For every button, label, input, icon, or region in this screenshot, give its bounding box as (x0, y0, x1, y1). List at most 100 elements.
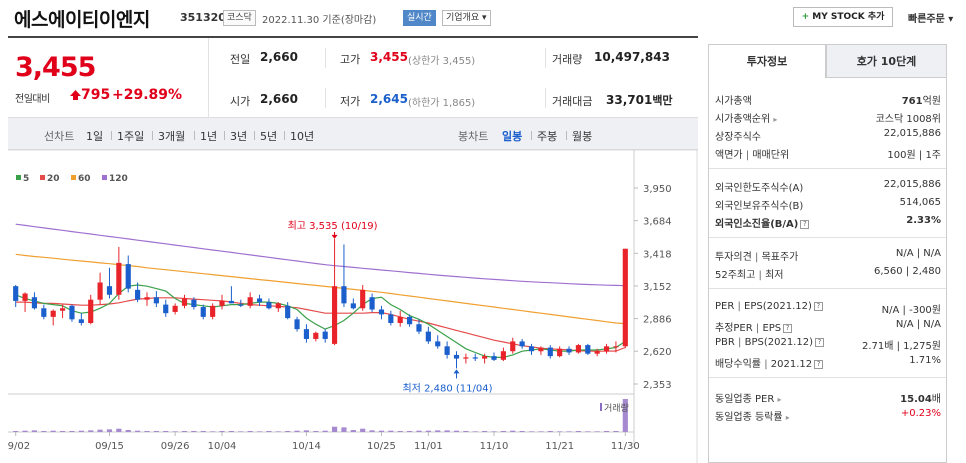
volume-label: 거래량 (604, 402, 629, 414)
period-1w[interactable]: 1주일 (117, 130, 145, 143)
candle-body (238, 304, 244, 306)
add-mystock-button[interactable]: + MY STOCK 추가 (793, 7, 893, 27)
divider (709, 288, 946, 289)
divider (545, 88, 546, 108)
company-overview-dropdown[interactable]: 기업개요 ▾ (442, 10, 491, 26)
volume-bar (594, 431, 600, 432)
investment-info-panel: 투자정보 호가 10단계 시가총액 761억원 시가총액순위 ▸ 코스닥 100… (708, 44, 947, 463)
face-unit-label: 액면가 | 매매단위 (715, 146, 789, 161)
market-cap-unit: 억원 (922, 96, 941, 107)
x-tick-label: 11/21 (545, 441, 574, 452)
shares-row: 상장주식수 22,015,886 (715, 126, 941, 143)
period-1y[interactable]: 1년 (200, 130, 218, 143)
foreign-limit-row: 외국인한도주식수(A) 22,015,886 (715, 177, 941, 194)
sep: | (758, 270, 762, 281)
y-tick-label: 3,684 (643, 217, 672, 228)
tab-order-book[interactable]: 호가 10단계 (826, 44, 947, 78)
candle-daily[interactable]: 일봉 (502, 130, 523, 143)
candle-body (247, 297, 253, 306)
volume-bar (519, 431, 525, 432)
help-icon[interactable]: ? (813, 301, 823, 311)
volume-bar (397, 431, 403, 432)
volume-bar (622, 399, 628, 432)
per-text: PER (715, 301, 735, 312)
help-icon[interactable]: ? (783, 323, 793, 333)
candle-body (425, 331, 431, 342)
period-3m[interactable]: 3개월 (158, 130, 186, 143)
sep: | (916, 248, 921, 259)
realtime-button[interactable]: 실시간 (403, 10, 436, 26)
foreign-limit-value: 22,015,886 (883, 179, 941, 190)
sep: | (755, 252, 759, 263)
low-arrow-icon (453, 369, 460, 374)
volume-bar (500, 431, 506, 432)
candle-body (144, 297, 150, 300)
shares-value: 22,015,886 (883, 128, 941, 139)
period-1d[interactable]: 1일 (86, 130, 104, 143)
volume-bar (510, 430, 516, 432)
foreign-hold-label: 외국인보유주식수(B) (715, 201, 804, 212)
pbr-number: 2.71배 (861, 341, 894, 352)
separator (224, 131, 225, 140)
tab-investment-info[interactable]: 투자정보 (708, 44, 826, 78)
prev-close-value: 2,660 (260, 50, 298, 64)
volume-bar (238, 431, 244, 432)
amount-label: 거래대금 (552, 95, 593, 108)
period-3y[interactable]: 3년 (230, 130, 248, 143)
candle-weekly[interactable]: 주봉 (537, 130, 558, 143)
market-badge: 코스닥 (223, 10, 256, 26)
candle-body (116, 262, 122, 295)
period-10y[interactable]: 10년 (290, 130, 315, 143)
sep: | (905, 266, 910, 277)
quick-order-button[interactable]: 빠른주문 ▾ (908, 14, 954, 25)
volume-bar (331, 426, 338, 432)
industry-per-number: 15.04 (900, 394, 932, 405)
y-tick-label: 3,418 (643, 249, 672, 260)
high-annotation: 최고 3,535 (10/19) (288, 220, 378, 232)
candle-monthly[interactable]: 월봉 (572, 130, 593, 143)
help-icon[interactable]: ? (814, 359, 824, 369)
candle-body (435, 341, 441, 347)
volume-bar (407, 431, 413, 432)
industry-per-unit: 배 (931, 394, 941, 405)
volume-bar (135, 430, 141, 432)
face-label: 액면가 (715, 150, 743, 161)
cap-rank-value: 코스닥 1008위 (875, 114, 941, 125)
bps-number: 1,275원 (903, 341, 941, 352)
shares-label: 상장주식수 (715, 132, 761, 143)
moving-average-ma120 (15, 223, 626, 287)
info-box: 시가총액 761억원 시가총액순위 ▸ 코스닥 1008위 상장주식수 22,0… (708, 78, 947, 463)
volume-bar (491, 431, 497, 432)
sep: | (764, 359, 768, 370)
plus-icon: + (801, 12, 810, 22)
candle-body (416, 324, 422, 332)
pbr-value: 2.71배 | 1,275원 (862, 337, 941, 352)
volume-bar (388, 430, 394, 432)
x-tick-label: 10/04 (208, 441, 237, 452)
divider (545, 48, 546, 68)
period-5y[interactable]: 5년 (260, 130, 278, 143)
candle-body (294, 319, 300, 330)
volume-bar (472, 431, 478, 432)
volume-bar (482, 431, 488, 432)
candle-body (172, 305, 178, 312)
chart-svg: 3,950 3,684 3,418 3,152 2,886 2,620 2,353 5 20 60… (8, 150, 698, 463)
candle-body (603, 346, 610, 352)
upper-limit: (상한가 3,455) (408, 56, 476, 67)
sep: | (896, 341, 900, 352)
divider (325, 48, 326, 68)
candle-body (135, 289, 141, 300)
week52-label: 52주최고 | 최저 (715, 266, 783, 281)
candle-body (566, 348, 572, 353)
stock-chart[interactable]: 3,950 3,684 3,418 3,152 2,886 2,620 2,353 5 20 60… (8, 150, 698, 463)
dividend-text: 배당수익률 (715, 359, 761, 370)
sep: | (737, 301, 741, 312)
volume-bar (350, 430, 356, 432)
divider (325, 88, 326, 108)
prev-compare-label: 전일대비 (15, 94, 50, 105)
x-tick-label: 11/10 (480, 441, 509, 452)
help-icon[interactable]: ? (815, 337, 824, 347)
volume-bar (200, 431, 206, 432)
help-icon[interactable]: ? (800, 219, 810, 229)
sep: | (755, 323, 760, 334)
